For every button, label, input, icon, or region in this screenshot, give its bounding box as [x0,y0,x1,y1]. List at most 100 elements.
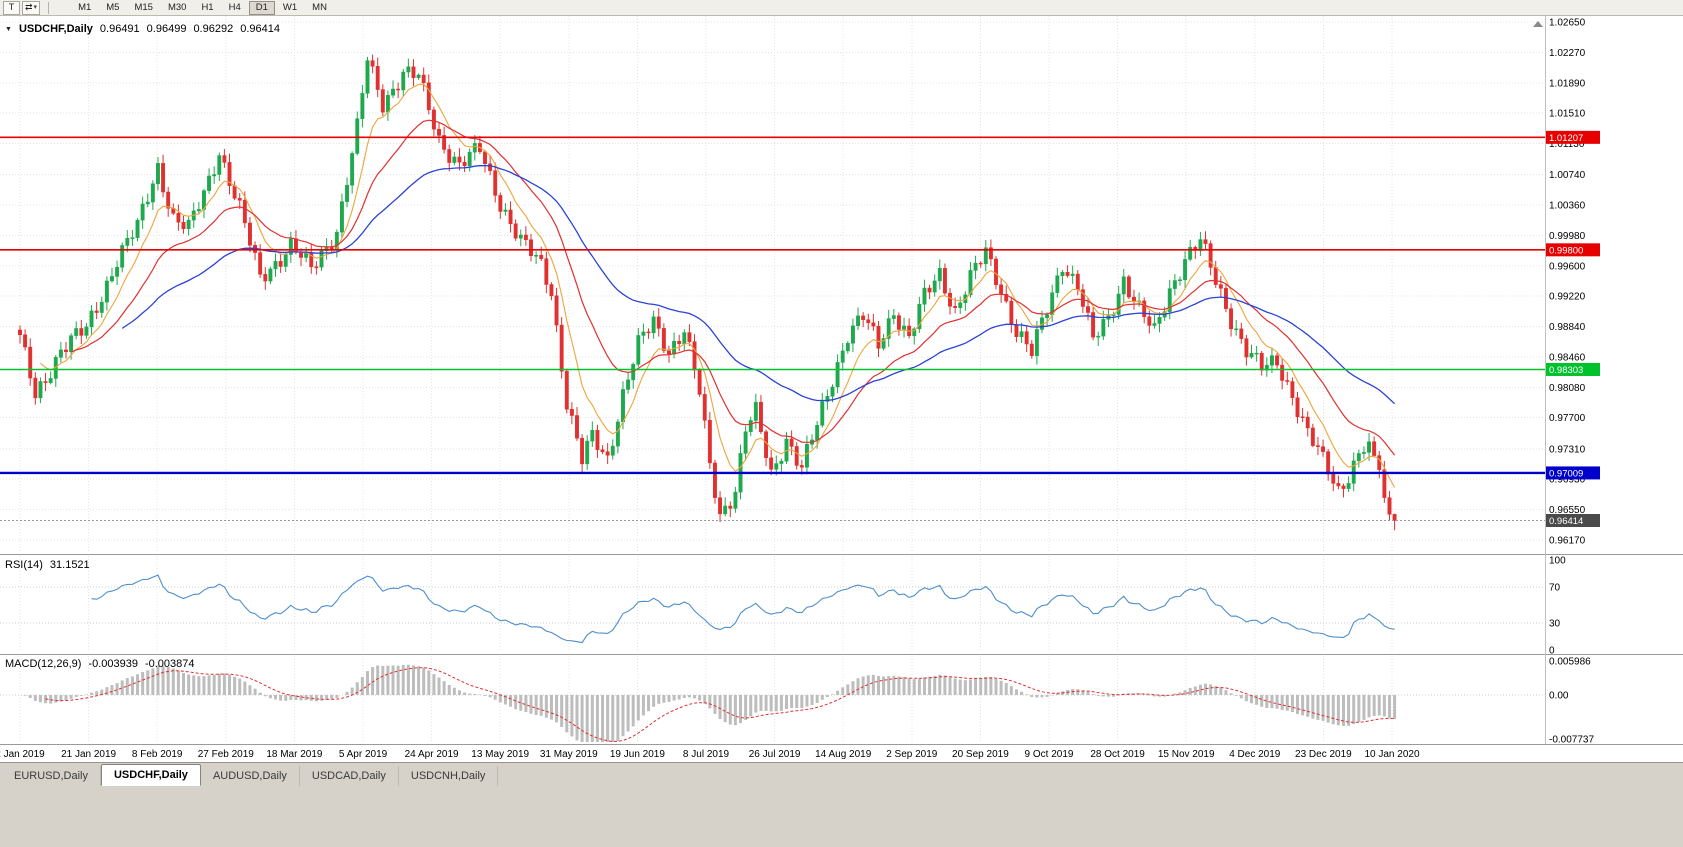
candle [457,148,462,171]
candle [907,318,912,339]
candle [411,59,416,87]
rsi-axis-label: 0 [1549,646,1555,657]
price-axis-label: 1.00740 [1549,170,1586,181]
candle [176,204,181,231]
price-axis[interactable]: 1.02650 1.02270 1.01890 1.01510 1.01130 1.007… [1549,18,1586,547]
tab-audusd-daily[interactable]: AUDUSD,Daily [201,766,300,786]
candle [518,229,523,247]
candle [207,168,212,194]
candle [748,416,753,437]
tab-usdcnh-daily[interactable]: USDCNH,Daily [399,766,499,786]
candle [937,259,942,290]
candle [43,372,48,392]
scroll-up-icon[interactable] [1533,21,1543,27]
candle [753,393,758,430]
candle [779,458,784,472]
candle [1132,289,1136,310]
candle [840,343,845,371]
candle [222,148,227,168]
candle [789,430,794,456]
price-level-badge-resistance-1: 1.01207 [1546,130,1600,144]
candle [1218,275,1223,298]
ohlc-open-value: 0.96491 [99,23,140,35]
candle [1116,285,1121,320]
tab-eurusd-daily[interactable]: EURUSD,Daily [2,766,101,786]
candle [759,394,763,435]
candle [886,309,891,347]
candle [994,256,998,290]
date-axis-label: 26 Jul 2019 [749,749,801,760]
candle [339,193,344,239]
date-axis-label: 21 Jan 2019 [61,749,116,760]
price-axis-label: 0.96550 [1549,505,1586,516]
chart-menu-arrow-icon[interactable]: ▼ [5,25,12,33]
candle [232,181,237,201]
rsi-axis-label: 30 [1549,619,1561,630]
candle [1295,392,1300,424]
candle [130,229,135,246]
candle [248,216,252,253]
candle [615,419,620,454]
timeframe-button-w1[interactable]: W1 [276,1,304,15]
timeframe-button-m5[interactable]: M5 [99,1,126,15]
candle [150,180,155,210]
candle [713,459,717,504]
candle [1264,357,1269,377]
candle [585,435,590,470]
candle [1244,334,1249,366]
timeframe-button-m1[interactable]: M1 [71,1,98,15]
timeframe-button-mn[interactable]: MN [305,1,334,15]
time-axis[interactable]: 2 Jan 2019 21 Jan 2019 8 Feb 2019 27 Feb 20… [0,749,1420,760]
date-axis-label: 15 Nov 2019 [1158,749,1215,760]
candle [963,291,968,311]
candle [1014,319,1019,343]
candle [861,312,866,328]
timeframe-button-d1[interactable]: D1 [248,0,275,15]
rsi-value: 31.1521 [49,559,90,571]
candle [237,193,242,209]
tab-usdcad-daily[interactable]: USDCAD,Daily [300,766,399,786]
candle [365,56,370,99]
date-axis-label: 23 Dec 2019 [1295,749,1352,760]
candle [1091,307,1096,341]
last-price-badge: 0.96414 [1546,513,1600,527]
candle [672,332,677,359]
chart-mode-dropdown-button[interactable]: ⇄ ▾ [22,0,41,15]
candle [401,68,406,97]
candle [1024,325,1029,353]
tab-usdchf-daily[interactable]: USDCHF,Daily [100,764,201,786]
candle [1315,436,1320,456]
overlay-line-ma-fast [40,83,1396,488]
chart-canvas[interactable]: 1.02650 1.02270 1.01890 1.01510 1.01130 1.007… [0,16,1683,762]
candle [917,296,922,333]
timeframe-button-m15[interactable]: M15 [127,1,159,15]
date-axis-label: 5 Apr 2019 [339,749,388,760]
candle [396,82,401,99]
pointer-tool-button[interactable]: T [3,0,20,15]
ohlc-close-value: 0.96414 [240,23,280,35]
chart-area: 1.02650 1.02270 1.01890 1.01510 1.01130 1.007… [0,16,1683,762]
timeframe-button-h1[interactable]: H1 [194,1,220,15]
timeframe-button-m30[interactable]: M30 [161,1,193,15]
candle [166,186,171,217]
price-axis-label: 1.01130 [1549,139,1585,150]
candle [309,243,314,274]
candle [64,341,68,359]
candle [483,149,487,173]
candle [437,122,441,143]
timeframe-button-h4[interactable]: H4 [222,1,248,15]
candle [1280,358,1285,390]
candle [145,193,150,208]
candle [764,429,769,467]
candle [23,329,28,351]
candle [186,216,191,236]
candle [1310,423,1315,448]
candle [580,434,585,473]
candle [1341,483,1346,498]
candle [1259,351,1264,376]
date-axis-label: 24 Apr 2019 [405,749,459,760]
candle [202,188,206,219]
candle [523,226,528,246]
candle [1372,436,1377,458]
candle [677,334,682,352]
